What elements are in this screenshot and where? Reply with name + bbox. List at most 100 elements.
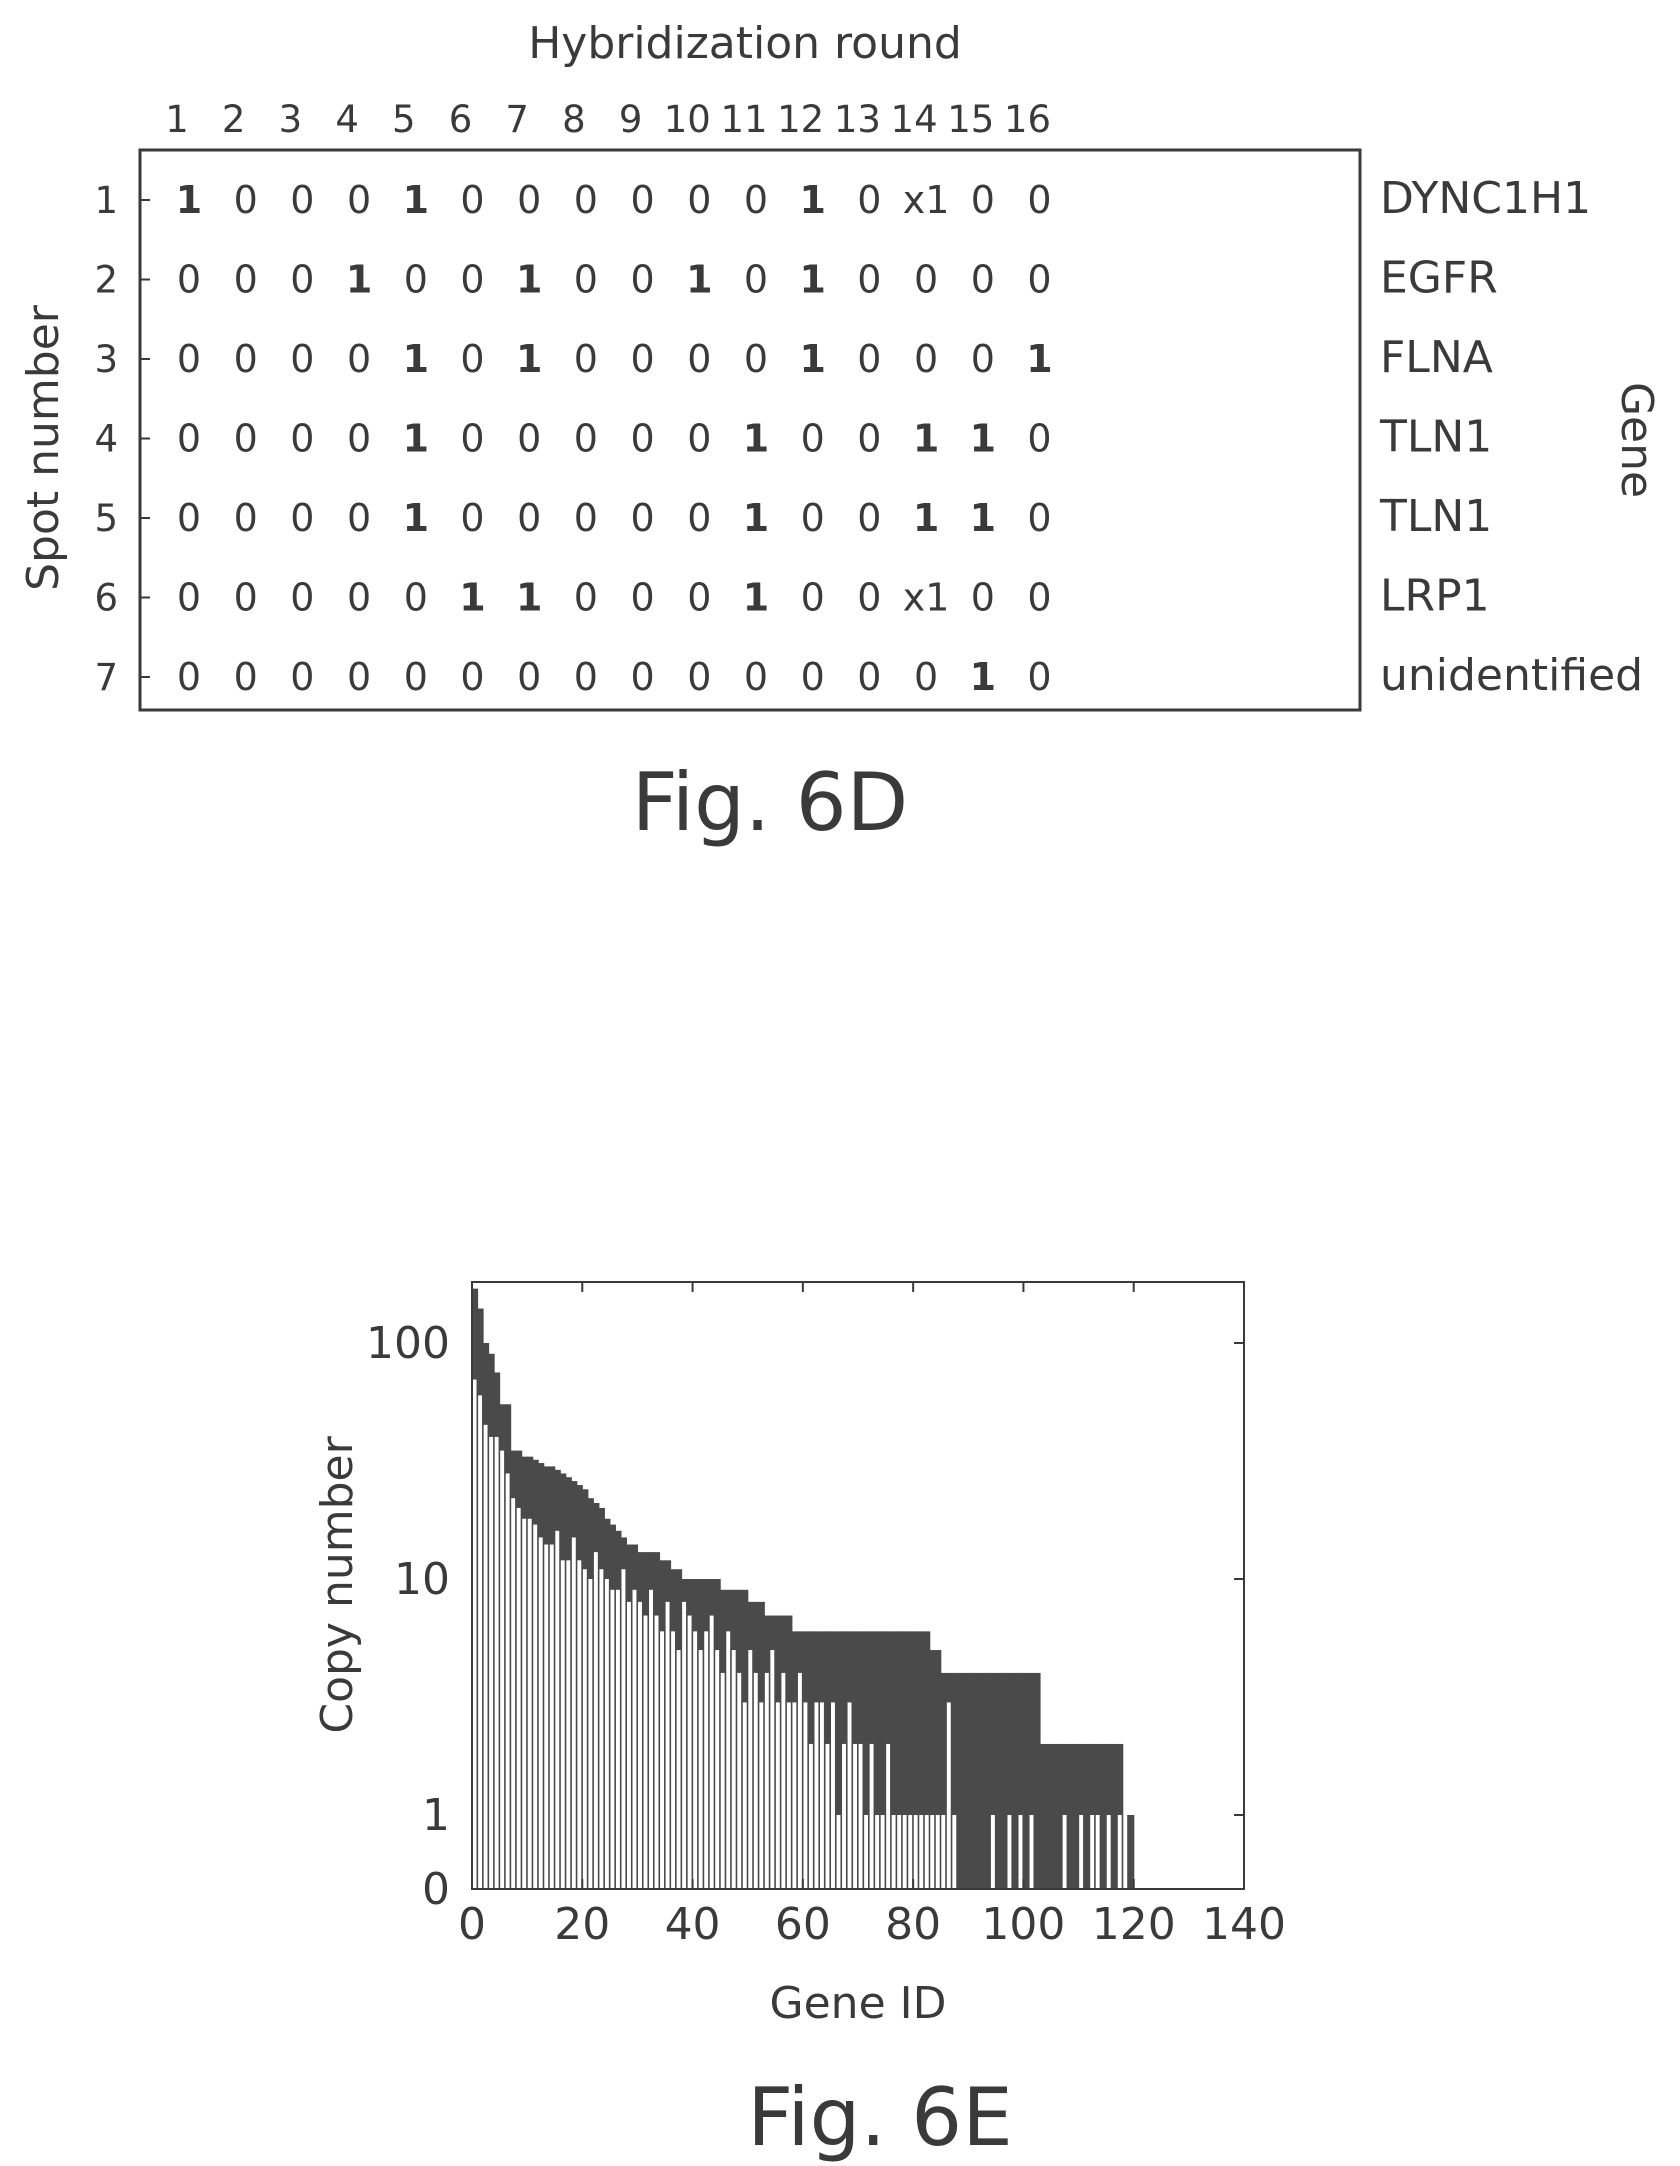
matrix-cell: 0 — [177, 337, 201, 381]
bar-identified — [687, 1615, 692, 1889]
x-tick-label: 40 — [665, 1899, 721, 1950]
matrix-cell: 0 — [801, 655, 825, 699]
matrix-cell: x1 — [903, 576, 950, 620]
spot-label: 6 — [94, 577, 118, 620]
matrix-cell: 0 — [744, 178, 768, 222]
matrix-cell: 0 — [1027, 655, 1051, 699]
matrix-cell: 0 — [801, 576, 825, 620]
x-tick-label: 20 — [554, 1899, 610, 1950]
bar-identified — [676, 1650, 681, 1889]
bar-identified — [571, 1537, 576, 1889]
bar-identified — [494, 1436, 499, 1889]
matrix-cell: 1 — [970, 655, 996, 699]
bar-identified — [577, 1560, 582, 1889]
bar-identified — [853, 1743, 857, 1889]
bar-total — [1039, 1743, 1047, 1889]
matrix-cell: 0 — [971, 178, 995, 222]
matrix-cell: 0 — [177, 576, 201, 620]
bar-total — [907, 1631, 914, 1889]
matrix-cell: 0 — [290, 576, 314, 620]
spot-label: 7 — [94, 656, 118, 699]
matrix-cell: 0 — [460, 178, 484, 222]
bar-identified — [511, 1498, 516, 1889]
figure-6d: Hybridization round 1 2 3 4 5 6 7 8 9 10 11 12 13 14 1… — [18, 18, 1662, 849]
bar-total — [957, 1672, 964, 1889]
matrix-frame — [138, 148, 1362, 712]
x-tick-label: 80 — [885, 1899, 941, 1950]
bar-identified — [864, 1815, 869, 1889]
gene-label: DYNC1H1 — [1380, 173, 1591, 224]
bar-total — [1028, 1672, 1036, 1889]
round-label: 13 — [834, 98, 881, 141]
matrix-cell: 0 — [517, 655, 541, 699]
matrix-cell: 0 — [574, 417, 598, 461]
round-label: 11 — [720, 98, 767, 141]
matrix-cell: 0 — [1027, 417, 1051, 461]
gene-label: EGFR — [1380, 253, 1498, 304]
x-tick-label: 100 — [981, 1899, 1065, 1950]
matrix-cell: 0 — [631, 496, 655, 540]
matrix-cell: 0 — [234, 576, 258, 620]
bar-identified — [1062, 1815, 1067, 1889]
bar-identified — [1079, 1815, 1084, 1889]
bar-identified — [781, 1672, 786, 1889]
matrix-cell: 1 — [799, 258, 825, 302]
matrix-cell: 1 — [346, 258, 372, 302]
bar-identified — [880, 1815, 885, 1889]
matrix-cell: 0 — [574, 337, 598, 381]
spot-label: 2 — [94, 259, 118, 302]
bar-identified — [538, 1537, 543, 1889]
bar-identified — [632, 1589, 637, 1889]
bar-identified — [808, 1743, 813, 1889]
bar-total — [924, 1631, 931, 1889]
bar-identified — [649, 1589, 653, 1889]
matrix-cell: 0 — [404, 576, 428, 620]
bar-identified — [858, 1743, 863, 1889]
bar-identified — [693, 1631, 698, 1889]
bar-total — [995, 1672, 1002, 1889]
bar-total — [863, 1631, 870, 1889]
matrix-cell: 1 — [1026, 337, 1052, 381]
matrix-cell: 0 — [290, 178, 314, 222]
bar-total — [1017, 1672, 1025, 1889]
bar-identified — [615, 1589, 620, 1889]
bar-identified — [814, 1702, 819, 1889]
matrix-cell: 1 — [743, 417, 769, 461]
bar-identified — [1029, 1815, 1034, 1889]
matrix-cell: 1 — [516, 337, 542, 381]
bar-identified — [566, 1560, 571, 1889]
bar-total — [880, 1631, 887, 1889]
matrix-cell: 0 — [404, 258, 428, 302]
spot-label: 5 — [94, 497, 118, 540]
matrix-cell: 0 — [234, 178, 258, 222]
matrix-cell: 0 — [971, 258, 995, 302]
matrix-cell: 1 — [403, 178, 429, 222]
bar-total — [1001, 1672, 1008, 1889]
bar-identified — [709, 1615, 714, 1889]
matrix-cell: 0 — [177, 417, 201, 461]
bar-identified — [660, 1631, 664, 1889]
y-tick-label: 10 — [394, 1554, 450, 1605]
bar-identified — [472, 1379, 477, 1889]
bar-identified — [759, 1702, 764, 1889]
gene-labels: DYNC1H1 EGFR FLNA TLN1 TLN1 LRP1 unidentified — [1379, 173, 1643, 701]
bar-identified — [825, 1743, 830, 1889]
x-tick-label: 0 — [458, 1899, 486, 1950]
gene-axis-label: Gene — [1611, 382, 1662, 498]
matrix-cell: 0 — [347, 337, 371, 381]
bar-identified — [588, 1579, 593, 1889]
bar-total — [940, 1672, 947, 1889]
bar-identified — [764, 1672, 769, 1889]
bar-identified — [1090, 1815, 1095, 1889]
bar-identified — [643, 1615, 648, 1889]
bar-identified — [770, 1650, 775, 1889]
figure-6d-caption: Fig. 6D — [632, 756, 909, 849]
matrix-cell: 0 — [460, 655, 484, 699]
matrix-cell: 1 — [799, 337, 825, 381]
bar-identified — [1095, 1815, 1100, 1889]
matrix-cell: 1 — [176, 178, 202, 222]
bar-total — [1051, 1743, 1058, 1889]
matrix-cell: 0 — [234, 417, 258, 461]
matrix-cell: 1 — [799, 178, 825, 222]
bar-total — [1045, 1743, 1052, 1889]
